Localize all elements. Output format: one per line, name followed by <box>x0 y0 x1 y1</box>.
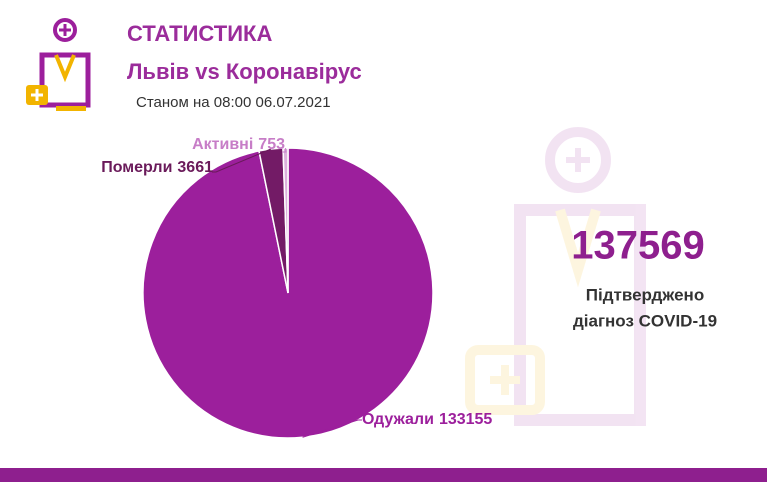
leader-line <box>282 147 287 153</box>
leader-line <box>302 419 362 438</box>
total: 137569 <box>571 224 704 268</box>
slice-label: Одужали 133155 <box>362 411 492 428</box>
slice-label-value: 753 <box>258 136 285 153</box>
slice-label-value: 133155 <box>439 411 492 428</box>
footer-bar <box>0 468 767 482</box>
total-caption: Підтверджено <box>586 285 704 304</box>
background-logo <box>465 127 646 426</box>
title: СТАТИСТИКА <box>127 21 272 46</box>
total-caption: діагноз COVID-19 <box>573 311 717 330</box>
slice-label: Активні 753 <box>192 136 285 153</box>
slice-label-name: Активні <box>192 136 253 153</box>
slice-label: Померли 3661 <box>101 159 213 176</box>
slice-label-name: Одужали <box>362 411 434 428</box>
subtitle: Львів vs Коронавірус <box>127 59 362 84</box>
slice-label-value: 3661 <box>177 159 213 176</box>
slice-label-name: Померли <box>101 159 172 176</box>
leader-line <box>212 148 272 173</box>
date-note: Станом на 08:00 06.07.2021 <box>136 94 331 111</box>
logo <box>26 18 91 111</box>
